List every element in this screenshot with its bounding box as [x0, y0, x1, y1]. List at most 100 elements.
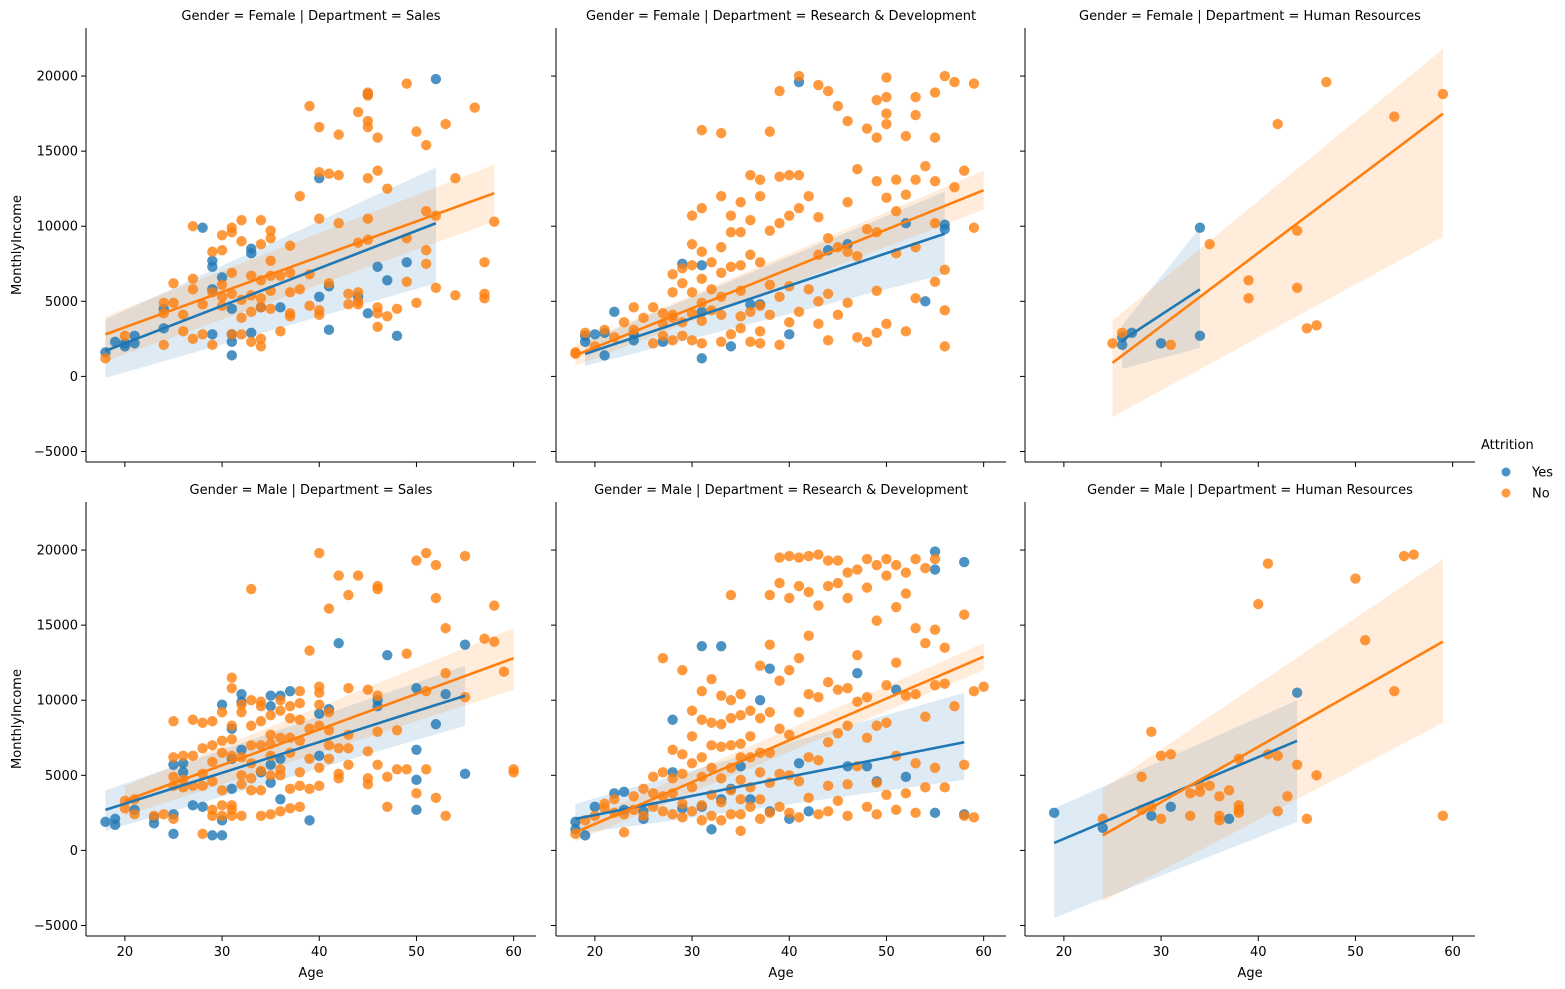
data-point-no [696, 338, 707, 349]
x-axis-label: Age [298, 966, 323, 981]
data-point-no [745, 336, 756, 348]
data-point-no [774, 339, 785, 351]
data-point-no [372, 321, 383, 333]
data-point-no [1389, 111, 1400, 122]
data-point-no [822, 555, 834, 566]
data-point-no [706, 740, 717, 751]
data-point-no [187, 221, 199, 232]
data-point-no [968, 686, 980, 697]
data-point-no [1136, 771, 1147, 783]
data-point-no [686, 731, 698, 742]
data-point-no [890, 174, 902, 185]
data-point-no [920, 562, 931, 574]
data-point-no [1107, 338, 1118, 349]
regression-line-no [574, 655, 985, 834]
data-point-no [314, 166, 325, 178]
x-tick-label: 60 [975, 945, 992, 960]
data-point-no [304, 753, 315, 764]
data-point-yes [382, 649, 393, 661]
data-point-no [735, 710, 746, 721]
data-point-no [216, 707, 228, 718]
data-point-no [1165, 749, 1176, 760]
data-point-no [323, 740, 335, 751]
y-tick-label: 15000 [37, 619, 78, 634]
data-point-no [187, 284, 199, 295]
data-point-no [1185, 810, 1196, 822]
data-point-no [861, 123, 873, 134]
data-point-no [881, 717, 892, 728]
data-point-no [735, 825, 746, 837]
data-point-no [813, 212, 824, 223]
data-point-no [207, 776, 218, 787]
data-point-no [420, 547, 432, 559]
data-point-no [686, 287, 698, 298]
data-point-no [842, 592, 853, 604]
facet-panel: Gender = Female | Department = Research … [551, 9, 1006, 467]
data-point-no [959, 609, 970, 620]
data-point-no [852, 564, 863, 575]
data-point-no [207, 756, 218, 767]
regression-line-no [1102, 640, 1444, 837]
data-point-no [197, 780, 208, 792]
legend-label-yes: Yes [1531, 466, 1553, 481]
data-point-no [459, 692, 471, 703]
data-point-no [647, 788, 659, 799]
data-point-no [1311, 770, 1322, 781]
data-point-no [929, 175, 941, 187]
data-point-yes [716, 640, 727, 652]
data-point-yes [236, 744, 247, 755]
data-point-no [599, 798, 610, 810]
data-point-no [822, 288, 834, 300]
data-point-no [784, 317, 795, 328]
data-point-no [754, 338, 766, 349]
data-point-no [382, 311, 393, 322]
data-point-no [265, 233, 276, 244]
data-point-no [959, 759, 970, 771]
data-point-no [314, 213, 325, 224]
data-point-yes [246, 248, 257, 259]
data-point-no [226, 750, 237, 761]
data-point-no [362, 172, 374, 184]
data-point-no [803, 792, 814, 804]
data-point-no [861, 582, 873, 593]
data-point-yes [1146, 810, 1157, 822]
data-point-no [745, 705, 756, 716]
data-point-no [842, 246, 853, 257]
data-point-no [187, 750, 199, 761]
data-point-no [706, 810, 717, 822]
data-point-no [177, 750, 189, 761]
data-point-no [284, 311, 296, 322]
legend-marker-yes [1501, 467, 1511, 477]
data-point-no [284, 713, 296, 724]
data-point-yes [745, 299, 756, 310]
data-point-no [813, 600, 824, 611]
data-point-no [784, 807, 795, 819]
data-point-no [440, 622, 451, 634]
data-point-no [716, 127, 727, 139]
data-point-yes [430, 73, 442, 85]
data-point-no [716, 190, 727, 202]
data-point-yes [362, 308, 374, 319]
data-point-yes [226, 783, 237, 795]
data-point-no [881, 553, 892, 565]
data-point-no [706, 284, 717, 295]
data-point-no [852, 649, 863, 661]
confidence-band-yes [1122, 227, 1200, 369]
data-point-no [352, 570, 364, 581]
data-point-no [842, 115, 853, 127]
data-point-no [696, 203, 707, 214]
data-point-no [187, 333, 199, 345]
data-point-no [1262, 558, 1274, 569]
data-point-no [275, 695, 286, 706]
data-point-no [275, 732, 286, 743]
x-tick-label: 30 [214, 945, 231, 960]
data-point-no [1116, 327, 1128, 339]
data-point-no [667, 773, 678, 784]
data-point-no [1155, 813, 1167, 825]
data-point-no [861, 801, 873, 813]
data-point-no [479, 257, 490, 268]
data-point-no [910, 807, 921, 819]
data-point-yes [382, 275, 393, 286]
data-point-no [246, 720, 257, 731]
data-point-no [861, 336, 873, 348]
